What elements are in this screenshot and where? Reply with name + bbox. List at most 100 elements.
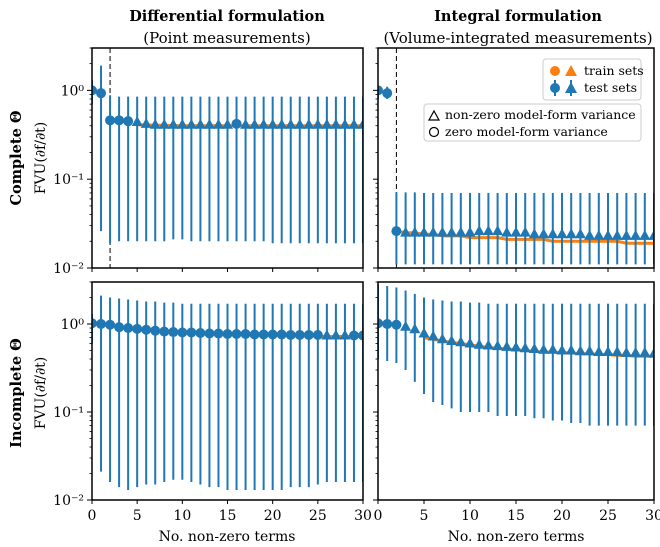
test-circle-marker [312, 329, 323, 340]
test-triangle-marker [330, 329, 342, 340]
test-triangle-marker [321, 329, 333, 340]
panel-2 [373, 47, 655, 272]
x-tick-label: 0 [88, 508, 97, 524]
test-triangle-marker [348, 118, 360, 129]
test-triangle-marker [492, 225, 504, 236]
legend-nonzero-triangle-marker [427, 109, 441, 121]
test-triangle-marker [455, 336, 467, 347]
test-circle-marker [358, 330, 363, 341]
test-circle-marker [348, 330, 359, 341]
test-triangle-marker [501, 226, 513, 237]
y-tick-label: 10⁻¹ [53, 405, 84, 421]
test-triangle-marker [482, 339, 494, 350]
test-circle-marker [231, 328, 242, 339]
test-circle-marker [105, 319, 116, 330]
test-circle-marker [285, 329, 296, 340]
test-triangle-marker [321, 118, 333, 129]
test-triangle-marker [528, 228, 540, 239]
test-triangle-marker [258, 118, 270, 129]
test-triangle-marker [648, 229, 654, 240]
ylabel-incomplete: FVU(∂f/∂t) [33, 357, 49, 430]
test-circle-marker [391, 319, 402, 330]
column-title-differential: Differential formulation [129, 8, 325, 25]
test-triangle-marker [409, 226, 421, 237]
xlabel-integral: No. non-zero terms [448, 529, 585, 545]
x-tick-label: 20 [264, 508, 282, 524]
test-triangle-marker [602, 229, 614, 240]
column-title-integral: Integral formulation [434, 8, 602, 25]
test-triangle-marker [584, 345, 596, 356]
test-triangle-marker [249, 118, 261, 129]
test-triangle-marker [574, 228, 586, 239]
x-tick-label: 30 [645, 508, 660, 524]
test-triangle-marker [519, 226, 531, 237]
test-triangle-marker [446, 226, 458, 237]
y-tick-label: 10⁰ [61, 317, 85, 333]
legend-test-label: test sets [584, 80, 637, 95]
test-circle-marker [249, 329, 260, 340]
x-tick-label: 15 [219, 508, 237, 524]
test-triangle-marker [574, 345, 586, 356]
test-triangle-marker [222, 118, 233, 129]
test-circle-marker [96, 88, 107, 99]
test-triangle-marker [639, 229, 651, 240]
y-tick-label: 10⁻² [53, 261, 84, 277]
test-triangle-marker [167, 118, 179, 129]
test-triangle-marker [556, 228, 568, 239]
test-triangle-marker [648, 347, 654, 358]
test-circle-marker [303, 329, 314, 340]
test-triangle-marker [158, 118, 170, 129]
x-tick-label: 30 [354, 508, 372, 524]
test-circle-marker [114, 115, 125, 126]
test-triangle-marker [464, 226, 476, 237]
test-triangle-marker [473, 338, 485, 349]
test-triangle-marker [565, 344, 577, 355]
panel-data [92, 295, 363, 490]
test-triangle-marker [185, 118, 197, 129]
test-triangle-marker [620, 346, 632, 357]
test-triangle-marker [330, 118, 342, 129]
test-triangle-marker [630, 346, 642, 357]
test-triangle-marker [240, 118, 252, 129]
row-label-complete: Complete Θ [8, 110, 25, 205]
test-triangle-marker [593, 229, 605, 240]
test-triangle-marker [339, 118, 351, 129]
test-circle-marker [132, 323, 143, 334]
test-triangle-marker [418, 327, 430, 338]
test-triangle-marker [418, 226, 430, 237]
test-triangle-marker [455, 226, 467, 237]
test-circle-marker [276, 329, 287, 340]
test-circle-marker [141, 324, 152, 335]
test-circle-marker [105, 115, 116, 126]
test-triangle-marker [473, 225, 485, 236]
test-triangle-marker [409, 323, 421, 334]
panel-data [92, 48, 363, 268]
test-triangle-marker [510, 226, 522, 237]
test-circle-marker [168, 327, 179, 338]
test-circle-marker [92, 85, 97, 96]
test-triangle-marker [611, 346, 623, 357]
test-circle-marker [294, 329, 305, 340]
test-triangle-marker [312, 118, 324, 129]
panel-data [378, 48, 654, 268]
x-tick-label: 15 [507, 508, 525, 524]
test-circle-marker [382, 88, 393, 99]
test-triangle-marker [203, 118, 215, 129]
legend-train-label: train sets [584, 63, 644, 78]
test-triangle-marker [400, 320, 412, 331]
test-triangle-marker [620, 229, 632, 240]
y-tick-label: 10⁻² [53, 493, 84, 509]
test-triangle-marker [436, 226, 448, 237]
test-triangle-marker [464, 337, 476, 348]
test-triangle-marker [565, 228, 577, 239]
panel-1: 10⁻² 10⁻¹ 10⁰ [53, 47, 364, 277]
test-triangle-marker [357, 118, 363, 129]
test-circle-marker [240, 328, 251, 339]
test-circle-marker [213, 328, 224, 339]
panel-4: 0 5 10 15 20 25 30 [373, 281, 660, 524]
test-circle-marker [123, 116, 134, 127]
y-tick-label: 10⁰ [61, 83, 85, 99]
test-triangle-marker [212, 118, 224, 129]
legend-zero-label: zero model-form variance [445, 124, 608, 139]
